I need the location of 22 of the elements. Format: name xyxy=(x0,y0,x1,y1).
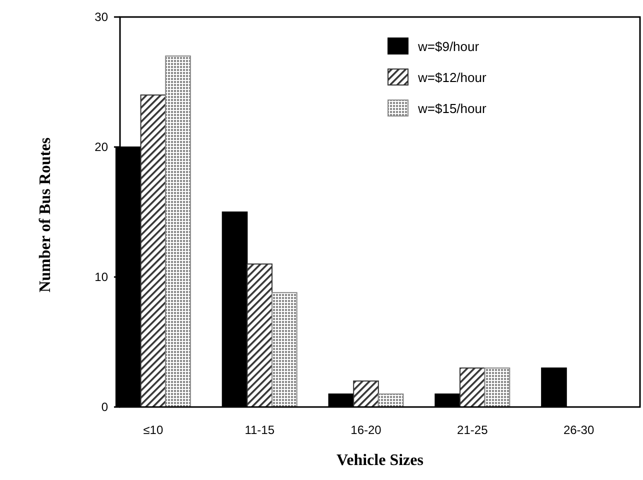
bar xyxy=(353,380,379,408)
bar xyxy=(459,368,486,408)
x-axis-title: Vehicle Sizes xyxy=(336,452,424,469)
y-axis-title: Number of Bus Routes xyxy=(37,138,54,292)
x-tick-label: 16-20 xyxy=(350,423,382,437)
x-tick-label: 21-25 xyxy=(457,423,488,437)
x-tick-label: 11-15 xyxy=(244,423,275,437)
bar xyxy=(165,56,191,408)
x-tick-label: ≤10 xyxy=(143,423,164,437)
bar xyxy=(140,94,166,408)
legend-label: w=$12/hour xyxy=(417,70,487,85)
legend-label: w=$9/hour xyxy=(417,39,480,54)
y-tick-label: 10 xyxy=(94,270,108,284)
x-tick-label: 26-30 xyxy=(563,423,594,437)
y-tick-label: 20 xyxy=(94,140,108,154)
legend-label: w=$15/hour xyxy=(417,101,487,116)
bar xyxy=(378,394,404,408)
y-tick-label: 0 xyxy=(101,400,108,414)
y-tick-label: 30 xyxy=(94,10,108,24)
bar xyxy=(246,264,273,408)
bar xyxy=(484,368,510,408)
bar xyxy=(272,292,298,408)
